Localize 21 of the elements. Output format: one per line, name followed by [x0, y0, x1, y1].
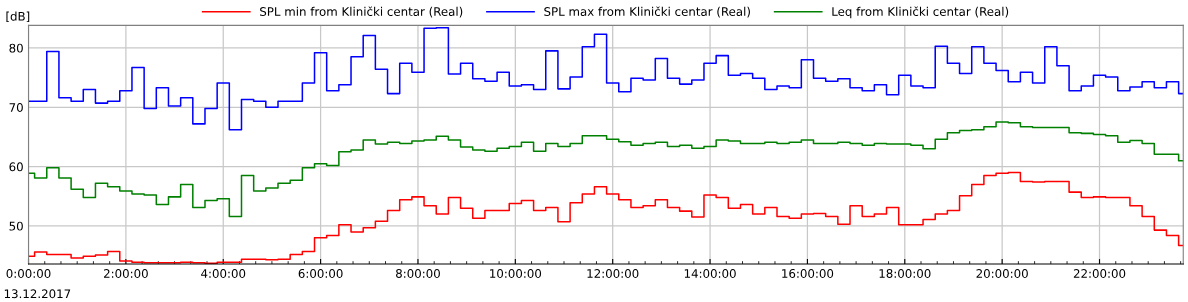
x-tick-label: 8:00:00	[396, 269, 440, 278]
x-tick-label: 16:00:00	[782, 269, 834, 278]
x-tick-label: 20:00:00	[976, 269, 1028, 278]
x-tick-label: 14:00:00	[684, 269, 736, 278]
x-tick-label: 12:00:00	[587, 269, 639, 278]
y-tick-label: 70	[9, 102, 23, 112]
text: 13.12.2017	[4, 289, 71, 299]
x-tick-label: 10:00:00	[490, 269, 542, 278]
x-tick-label: 0:00:00	[6, 269, 51, 278]
legend-label: SPL min from Klinički centar (Real)	[260, 6, 463, 18]
x-tick-label: 2:00:00	[103, 269, 148, 278]
legend-label: SPL max from Klinički centar (Real)	[544, 6, 750, 18]
x-tick-label: 18:00:00	[879, 269, 931, 278]
y-axis-title: [dB]	[6, 11, 30, 23]
y-tick-label: 50	[9, 221, 23, 231]
x-tick-label: 4:00:00	[201, 269, 246, 278]
x-tick-label: 22:00:00	[1073, 269, 1126, 278]
x-tick-label: 6:00:00	[298, 269, 343, 278]
y-tick-label: 80	[9, 43, 23, 53]
legend-label: Leq from Klinički centar (Real)	[832, 6, 1009, 19]
y-tick-label: 60	[9, 162, 23, 172]
